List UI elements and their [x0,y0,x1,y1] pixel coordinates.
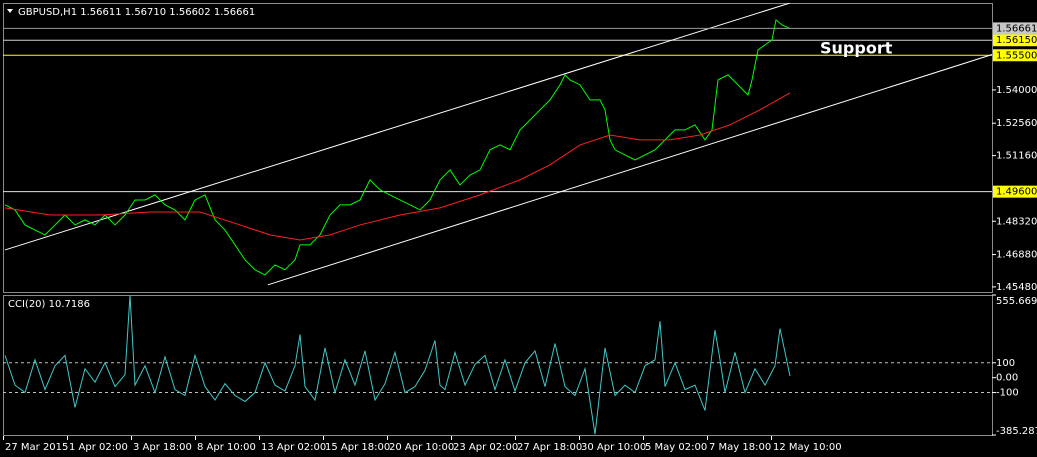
last-price-label: 1.56661 [996,23,1037,34]
level-label-bg [993,185,1037,198]
x-tick-label: 1 Apr 02:00 [69,442,128,453]
x-tick-label: 30 Apr 10:00 [581,442,646,453]
y-tick-label: 1.48320 [996,216,1037,227]
series-line [4,295,791,435]
y-tick-label: 100 [996,358,1015,369]
y-tick-label: 1.54000 [996,85,1037,96]
y-tick-label: 1.46880 [996,250,1037,261]
menu-triangle [7,9,13,13]
trendline [267,54,992,286]
series-line [4,18,791,276]
level-label: 1.55500 [996,50,1037,61]
x-tick-label: 27 Mar 2015 [5,442,68,453]
x-tick-label: 7 May 18:00 [709,442,771,453]
series-line [4,92,791,241]
x-tick-label: 13 Apr 02:00 [261,442,326,453]
x-tick-label: 12 May 10:00 [773,442,842,453]
level-label-bg [993,49,1037,62]
y-tick-label: 0.00 [996,373,1018,384]
last-price-bg [993,22,1037,35]
trendline [4,3,791,251]
panel-title: GBPUSD,H1 1.56611 1.56710 1.56602 1.5666… [18,7,255,18]
y-tick-label: 555.6696 [996,296,1037,307]
x-tick-label: 5 May 02:00 [645,442,707,453]
x-tick-label: 8 Apr 10:00 [197,442,256,453]
x-tick-label: 15 Apr 18:00 [325,442,390,453]
annotation: Support [820,39,893,58]
y-tick-label: -100 [996,388,1019,399]
x-tick-label: 20 Apr 10:00 [389,442,454,453]
x-tick-label: 3 Apr 18:00 [133,442,192,453]
panel-title: CCI(20) 10.7186 [8,299,90,310]
level-label: 1.49600 [996,187,1037,198]
price-panel-frame [3,3,993,293]
y-tick-label: -385.2873 [996,426,1037,437]
y-tick-label: 1.52560 [996,118,1037,129]
cci-panel-frame [3,295,993,436]
y-tick-label: 1.45480 [996,282,1037,293]
level-label-bg [993,34,1037,47]
x-tick-label: 27 Apr 18:00 [517,442,582,453]
y-tick-label: 1.51160 [996,151,1037,162]
x-tick-label: 23 Apr 02:00 [453,442,518,453]
level-label: 1.56150 [996,35,1037,46]
